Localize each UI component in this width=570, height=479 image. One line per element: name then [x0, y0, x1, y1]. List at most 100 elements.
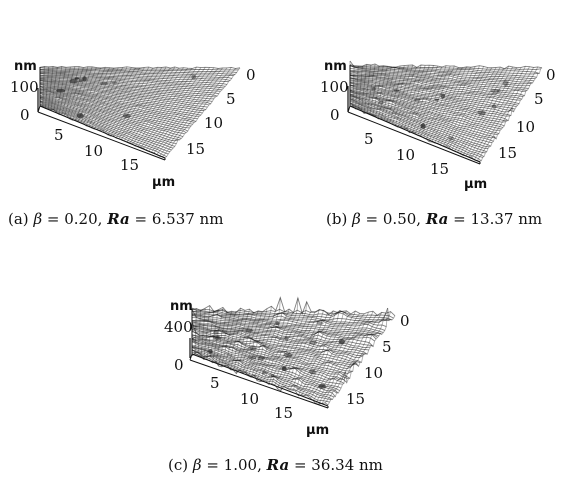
mesh-column [374, 65, 388, 117]
mesh-row [349, 60, 537, 78]
mesh-column [377, 66, 393, 119]
mesh-row [191, 335, 353, 372]
surface-feature [213, 330, 219, 335]
surface-mesh-b [347, 60, 543, 165]
mesh-column [283, 312, 330, 388]
surface-feature [318, 383, 326, 389]
mesh-row [349, 100, 487, 153]
panel-b: nm 100 0 0 5 10 15 5 10 15 μm [310, 0, 570, 200]
mesh-row [349, 68, 536, 80]
mesh-column [394, 67, 418, 127]
mesh-column [358, 65, 363, 109]
mesh-row [191, 340, 345, 384]
mesh-row [39, 100, 175, 147]
mesh-column [442, 67, 489, 147]
x-tick-c-0: 5 [210, 374, 220, 392]
surface-feature [503, 80, 509, 87]
mesh-row [191, 352, 329, 406]
mesh-row [39, 97, 180, 141]
caption-a-label: (a) [8, 210, 29, 228]
mesh-column [215, 310, 228, 364]
mesh-column [203, 305, 211, 360]
surface-feature [122, 113, 131, 118]
mesh-column [104, 67, 145, 134]
mesh-row [349, 94, 497, 140]
y-tick-c-1: 5 [382, 338, 392, 356]
mesh-row [39, 74, 224, 89]
mesh-column [121, 67, 171, 140]
surface-feature [284, 336, 288, 341]
mesh-column [414, 65, 447, 134]
x-tick-c-2: 15 [274, 404, 293, 422]
mesh-row [40, 79, 216, 98]
mesh-row [39, 74, 226, 87]
mesh-row [39, 68, 237, 73]
mesh-row [191, 313, 387, 328]
surface-feature [56, 88, 66, 93]
mesh-column [473, 67, 535, 161]
mesh-column [369, 65, 380, 115]
y-tick-c-2: 10 [364, 364, 383, 382]
mesh-row [39, 91, 192, 127]
mesh-row [39, 90, 195, 123]
surface-feature [271, 373, 275, 378]
mesh-row [349, 64, 540, 74]
mesh-row [191, 338, 351, 379]
mesh-row [349, 76, 522, 100]
mesh-column [363, 64, 372, 114]
mesh-row [39, 80, 213, 102]
mesh-row [191, 338, 349, 380]
mesh-column [277, 309, 320, 390]
mesh-column [235, 310, 259, 374]
caption-c: (c) β = 1.00, Ra = 36.34 nm [168, 456, 383, 474]
caption-b-ra-value: = 13.37 nm [453, 210, 543, 228]
mesh-column [303, 313, 361, 397]
mesh-column [428, 66, 468, 142]
mesh-column [197, 309, 202, 356]
mesh-column [476, 66, 539, 162]
mesh-column [459, 66, 514, 155]
mesh-row [349, 93, 498, 136]
surface-feature [420, 123, 426, 129]
mesh-column [451, 66, 501, 151]
mesh-row [349, 70, 532, 85]
x-tick-a-0: 5 [54, 126, 64, 144]
mesh-row [349, 98, 491, 147]
mesh-column [383, 65, 401, 121]
mesh-column [148, 67, 215, 152]
mesh-row [191, 321, 359, 367]
mesh-column [61, 66, 76, 115]
mesh-column [113, 67, 158, 137]
mesh-row [349, 75, 528, 91]
mesh-column [445, 67, 493, 147]
mesh-column [80, 67, 106, 124]
mesh-row [39, 83, 208, 108]
x-tick-c-1: 10 [240, 390, 259, 408]
mesh-column [227, 310, 246, 368]
caption-b-label: (b) [326, 210, 348, 228]
mesh-row [349, 82, 514, 113]
surface-feature [208, 349, 213, 354]
surface-edge [349, 105, 481, 163]
mesh-column [74, 67, 97, 121]
mesh-column [465, 67, 522, 157]
mesh-column [247, 310, 277, 376]
mesh-row [39, 79, 214, 100]
y-tick-a-1: 5 [226, 90, 236, 108]
mesh-column [448, 67, 497, 148]
mesh-column [411, 66, 443, 133]
surface-feature [74, 77, 80, 80]
y-tick-a-3: 15 [186, 140, 205, 158]
surface-feature [257, 356, 266, 361]
mesh-row [39, 100, 174, 149]
mesh-row [39, 65, 241, 69]
mesh-row [191, 352, 333, 400]
mesh-row [349, 80, 518, 106]
mesh-column [406, 65, 434, 130]
mesh-column [153, 67, 223, 154]
surface-feature [413, 98, 421, 102]
mesh-row [349, 79, 520, 105]
mesh-row [39, 67, 239, 71]
caption-c-label: (c) [168, 456, 189, 474]
mesh-column [440, 66, 485, 145]
